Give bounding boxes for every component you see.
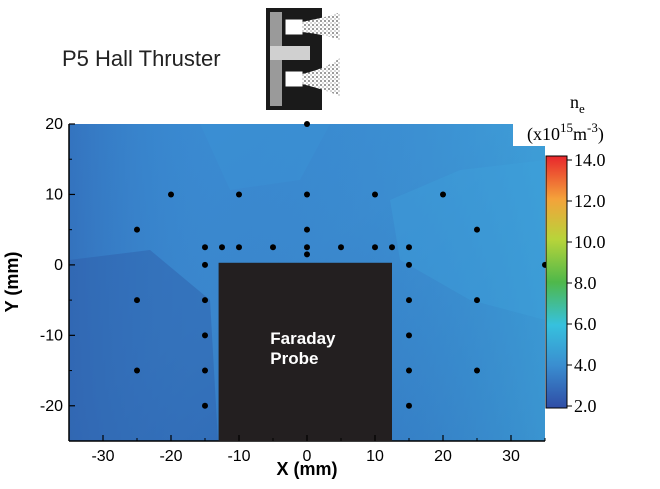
x-axis-ticks: -30 -20 -10 0 10 20 30: [68, 435, 546, 465]
probe-label-line1: Faraday: [270, 329, 336, 348]
measurement-point: [236, 191, 242, 198]
colorbar-tick-label: 12.0: [574, 191, 606, 211]
y-axis-ticks: -20 -10 0 10 20: [40, 116, 75, 442]
colorbar-title-line2: (x1015m-3): [527, 120, 604, 145]
colorbar-tick-label: 14.0: [574, 150, 606, 170]
x-tick-label: -20: [159, 448, 182, 465]
colorbar-tick-label: 4.0: [574, 355, 597, 375]
measurement-point: [304, 226, 310, 233]
colorbar-title-line1: ne: [570, 92, 585, 116]
measurement-points: [134, 121, 548, 409]
x-tick-label: -10: [227, 448, 250, 465]
x-tick-label: 20: [434, 448, 452, 465]
measurement-point: [304, 244, 310, 251]
measurement-point: [202, 244, 208, 251]
measurement-point: [406, 297, 412, 304]
measurement-point: [406, 261, 412, 268]
measurement-point: [270, 244, 276, 251]
x-tick-label: 10: [366, 448, 384, 465]
colorbar-tick-label: 6.0: [574, 314, 597, 334]
measurement-point: [406, 367, 412, 374]
measurement-point: [338, 244, 344, 251]
y-tick-label: 0: [54, 257, 63, 274]
thruster-title: P5 Hall Thruster: [62, 46, 221, 71]
measurement-point: [202, 332, 208, 339]
measurement-point: [168, 191, 174, 198]
measurement-point: [134, 367, 140, 374]
measurement-point: [134, 297, 140, 304]
measurement-point: [474, 367, 480, 374]
y-tick-label: -10: [40, 327, 63, 344]
probe-label-line2: Probe: [270, 349, 318, 368]
measurement-point: [406, 332, 412, 339]
measurement-point: [304, 251, 310, 258]
colorbar-ticks: 2.0 4.0 6.0 8.0 10.0 12.0 14.0: [567, 150, 606, 416]
faraday-probe: Faraday Probe: [218, 262, 392, 441]
measurement-point: [219, 244, 225, 251]
colorbar-tick-label: 10.0: [574, 232, 606, 252]
measurement-point: [406, 402, 412, 409]
measurement-point: [134, 226, 140, 233]
colorbar-tick-label: 8.0: [574, 273, 597, 293]
colorbar-gradient: [545, 155, 568, 409]
x-tick-label: 30: [502, 448, 520, 465]
measurement-point: [372, 191, 378, 198]
measurement-point: [236, 244, 242, 251]
measurement-point: [440, 191, 446, 198]
measurement-point: [474, 297, 480, 304]
y-tick-label: 10: [45, 186, 63, 203]
measurement-point: [474, 226, 480, 233]
y-tick-label: -20: [40, 398, 63, 415]
y-axis-title: Y (mm): [2, 252, 22, 313]
x-tick-label: -30: [91, 448, 114, 465]
y-tick-label: 20: [45, 116, 63, 133]
colorbar: ne (x1015m-3) 2.0 4.0 6.0 8.0 10.0 12.0 14.0: [527, 92, 606, 416]
measurement-point: [202, 261, 208, 268]
measurement-point: [202, 297, 208, 304]
measurement-point: [304, 191, 310, 198]
measurement-point: [389, 244, 395, 251]
measurement-point: [304, 121, 310, 127]
x-tick-label: 0: [303, 448, 312, 465]
measurement-point: [202, 402, 208, 409]
measurement-point: [202, 367, 208, 374]
thruster-schematic-icon: [266, 8, 340, 110]
measurement-point: [406, 244, 412, 251]
x-axis-title: X (mm): [276, 459, 337, 479]
colorbar-tick-label: 2.0: [574, 396, 597, 416]
measurement-point: [372, 244, 378, 251]
